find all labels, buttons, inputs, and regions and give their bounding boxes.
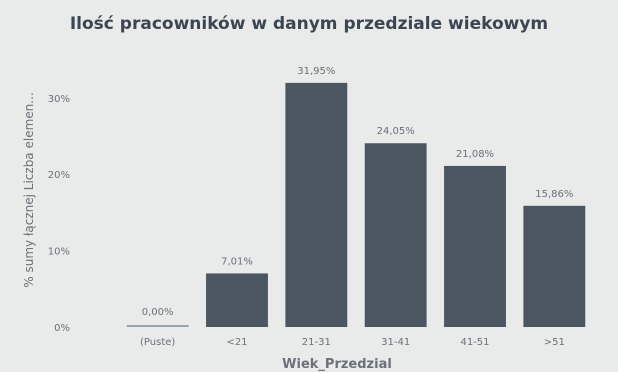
y-axis: 0% 10% 20% 30% — [48, 94, 70, 334]
bar — [523, 205, 586, 327]
bar — [285, 82, 348, 328]
x-tick-label: <21 — [226, 337, 247, 348]
bar — [206, 273, 268, 327]
data-labels: 0,00% 7,01% 31,95% 24,05% 21,08% 15,86% — [142, 66, 574, 318]
x-axis-label: Wiek_Przedzial — [282, 357, 392, 372]
data-label: 0,00% — [142, 307, 174, 318]
y-tick-label: 30% — [48, 94, 70, 105]
y-tick-label: 20% — [48, 170, 70, 181]
x-tick-label: >51 — [544, 337, 565, 348]
y-axis-label: % sumy łącznej Liczba elemen... — [22, 92, 36, 287]
x-tick-label: 41-51 — [460, 337, 489, 348]
x-axis: (Puste) <21 21-31 31-41 41-51 >51 — [140, 337, 565, 348]
data-label: 7,01% — [221, 256, 253, 267]
data-label: 15,86% — [535, 189, 573, 200]
bar — [126, 325, 189, 327]
x-tick-label: (Puste) — [140, 337, 175, 348]
y-tick-label: 0% — [54, 323, 70, 334]
y-tick-label: 10% — [48, 247, 70, 258]
data-label: 31,95% — [297, 66, 335, 77]
x-tick-label: 31-41 — [381, 337, 410, 348]
data-label: 24,05% — [377, 126, 415, 137]
x-tick-label: 21-31 — [302, 337, 331, 348]
bar — [444, 165, 506, 327]
chart-title: Ilość pracowników w danym przedziale wie… — [69, 14, 549, 34]
data-label: 21,08% — [456, 149, 494, 160]
bar — [364, 143, 427, 327]
bars — [126, 82, 586, 328]
